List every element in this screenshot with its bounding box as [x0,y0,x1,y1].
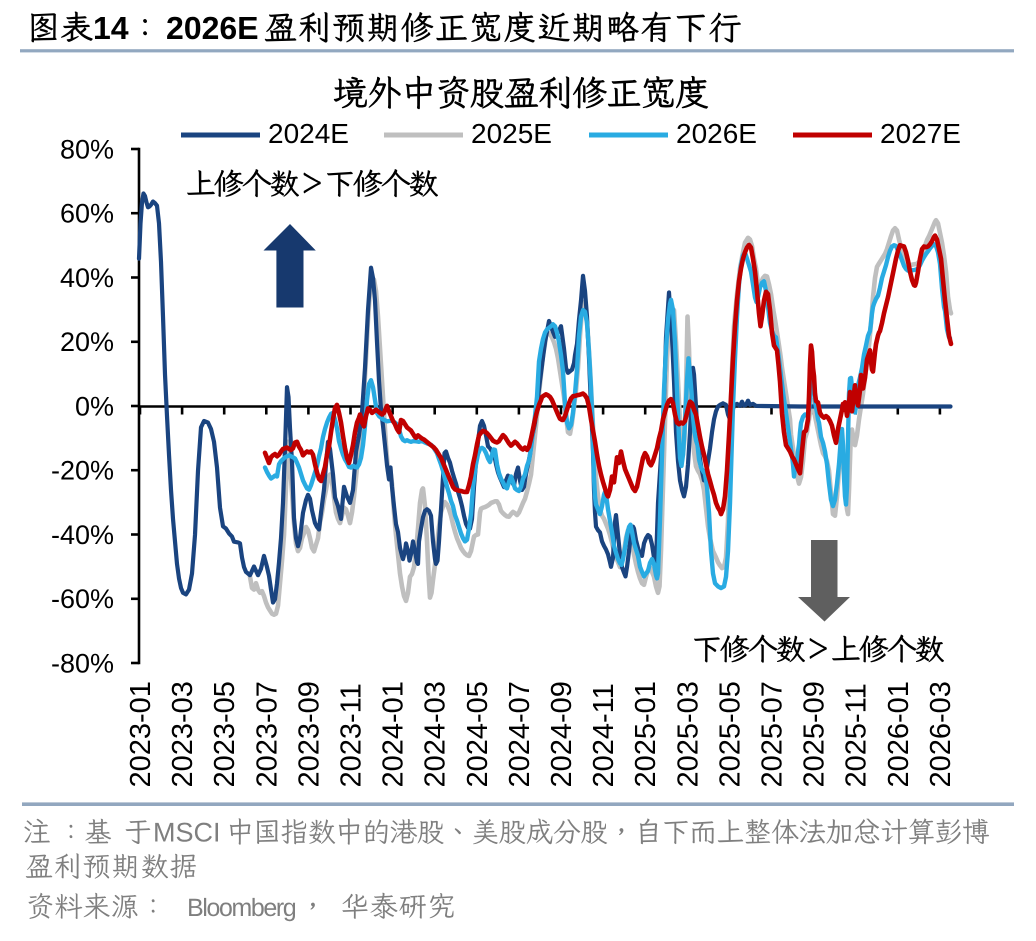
svg-text:2024-11: 2024-11 [588,683,620,787]
svg-text:40%: 40% [60,263,114,293]
svg-text:2027E: 2027E [880,118,961,149]
svg-text:2023-05: 2023-05 [209,681,241,787]
svg-text:2024E: 2024E [268,118,349,149]
svg-text:2025-07: 2025-07 [757,681,789,787]
svg-text:80%: 80% [60,134,114,164]
svg-text:2024-05: 2024-05 [462,681,494,787]
svg-text:2025-05: 2025-05 [714,681,746,787]
svg-text:-40%: -40% [51,520,114,550]
svg-text:2024-01: 2024-01 [378,681,410,787]
svg-text:2026-01: 2026-01 [883,681,915,787]
svg-text:0%: 0% [75,391,114,421]
svg-text:2025-09: 2025-09 [799,681,831,787]
svg-text:2023-11: 2023-11 [336,683,368,787]
svg-text:2023-09: 2023-09 [293,681,325,787]
svg-text:2023-01: 2023-01 [125,681,157,787]
svg-text:2025-11: 2025-11 [841,683,873,787]
svg-text:-60%: -60% [51,584,114,614]
svg-text:20%: 20% [60,327,114,357]
svg-text:2023-03: 2023-03 [167,681,199,787]
svg-text:2023-07: 2023-07 [251,681,283,787]
svg-text:2026-03: 2026-03 [925,681,957,787]
svg-text:2024-03: 2024-03 [420,681,452,787]
svg-text:60%: 60% [60,199,114,229]
svg-text:2025-01: 2025-01 [630,681,662,787]
svg-text:2025-03: 2025-03 [672,681,704,787]
svg-text:2026E: 2026E [676,118,757,149]
svg-text:-20%: -20% [51,456,114,486]
svg-text:2024-09: 2024-09 [546,681,578,787]
svg-text:2024-07: 2024-07 [504,681,536,787]
svg-text:-80%: -80% [51,648,114,678]
svg-text:2025E: 2025E [471,118,552,149]
